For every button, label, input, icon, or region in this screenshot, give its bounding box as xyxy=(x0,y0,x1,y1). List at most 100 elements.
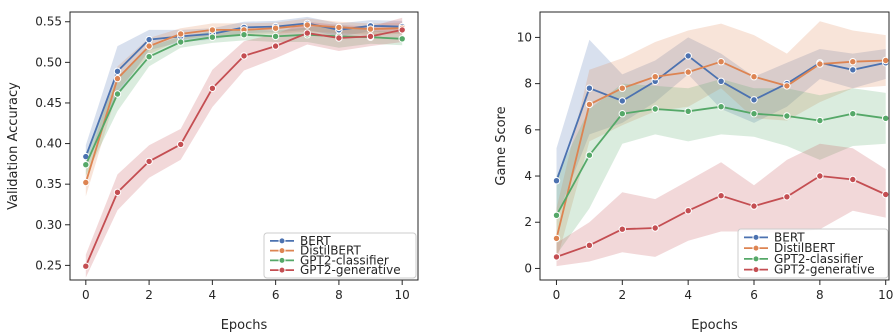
data-point xyxy=(816,116,824,125)
legend-swatch-marker xyxy=(752,255,760,263)
x-tick-label: 8 xyxy=(816,288,824,302)
data-point xyxy=(145,157,153,166)
y-tick-label: 4 xyxy=(524,169,532,183)
data-point xyxy=(849,66,857,74)
legend-entry: GPT2-generative xyxy=(774,263,875,277)
data-point xyxy=(618,97,626,105)
data-point xyxy=(684,107,692,116)
legend-entry: GPT2-generative xyxy=(300,263,401,277)
x-tick-label: 6 xyxy=(750,288,758,302)
plot-frame xyxy=(69,11,419,281)
data-point xyxy=(208,33,217,41)
data-point xyxy=(783,193,791,201)
legend-box xyxy=(737,228,889,279)
data-point xyxy=(552,253,561,261)
data-point xyxy=(335,23,343,32)
plot-frame xyxy=(539,11,890,281)
y-tick-label: 0 xyxy=(524,261,532,275)
data-point xyxy=(816,172,824,180)
data-point xyxy=(882,190,890,199)
data-point xyxy=(882,114,890,123)
y-tick-label: 0.25 xyxy=(35,258,62,272)
x-tick-label: 8 xyxy=(335,288,343,302)
data-point xyxy=(208,26,217,34)
y-tick-label: 8 xyxy=(524,77,532,91)
data-point xyxy=(717,77,725,86)
confidence-band-4 xyxy=(556,143,886,267)
data-point xyxy=(618,84,626,92)
x-axis-label: Epochs xyxy=(221,318,268,333)
data-point xyxy=(113,74,122,83)
data-point xyxy=(849,110,857,118)
data-point xyxy=(113,188,122,197)
legend-entry: BERT xyxy=(774,230,805,244)
y-axis-label: Game Score xyxy=(494,106,509,185)
y-tick-label: 0.40 xyxy=(35,137,62,151)
data-point xyxy=(177,140,185,149)
legend-swatch-marker xyxy=(752,266,760,274)
data-point xyxy=(585,84,594,92)
data-point xyxy=(717,103,725,111)
data-point xyxy=(303,29,311,37)
data-point xyxy=(717,58,725,66)
y-tick-label: 0.55 xyxy=(35,15,62,29)
data-point xyxy=(618,110,626,118)
legend-swatch-marker xyxy=(278,266,286,274)
y-axis-label: Validation Accuracy xyxy=(6,82,21,210)
legend-entry: DistilBERT xyxy=(300,244,361,258)
legend-box xyxy=(263,232,417,279)
data-point xyxy=(240,31,248,39)
data-point xyxy=(552,211,561,220)
data-point xyxy=(849,58,857,66)
data-point xyxy=(145,35,153,44)
data-point xyxy=(684,52,692,60)
data-point xyxy=(366,25,375,33)
x-tick-label: 2 xyxy=(618,288,626,302)
x-tick-label: 10 xyxy=(395,288,410,302)
x-tick-label: 6 xyxy=(272,288,280,302)
data-point xyxy=(335,34,343,42)
confidence-band-4 xyxy=(85,17,403,278)
data-point xyxy=(750,96,758,104)
legend-swatch-marker xyxy=(752,244,760,252)
data-point xyxy=(145,42,153,50)
data-point xyxy=(82,161,90,169)
data-point xyxy=(684,207,692,215)
data-point xyxy=(271,42,280,50)
data-point xyxy=(849,175,857,184)
data-point xyxy=(398,35,406,43)
chart-panel-1: 0 2 4 6 8 10 0.25 0.30 0.35 0.40 0.45 0.50 0.55 Epoch… xyxy=(6,11,419,333)
data-point xyxy=(82,178,90,187)
data-point xyxy=(552,234,561,243)
legend-swatch-marker xyxy=(278,247,286,255)
data-point xyxy=(750,202,758,210)
data-point xyxy=(651,73,659,81)
y-tick-label: 0.35 xyxy=(35,177,62,191)
data-point xyxy=(177,30,185,38)
confidence-band-2 xyxy=(556,21,886,262)
data-point xyxy=(585,241,594,250)
legend-swatch-marker xyxy=(278,256,286,264)
x-tick-label: 10 xyxy=(878,288,893,302)
data-point xyxy=(882,56,890,65)
x-tick-label: 4 xyxy=(684,288,692,302)
data-point xyxy=(240,52,248,60)
legend-entry: DistilBERT xyxy=(774,241,835,255)
y-tick-label: 2 xyxy=(524,215,532,229)
data-point xyxy=(651,105,659,113)
legend-entry: GPT2-classifier xyxy=(300,253,389,267)
data-point xyxy=(177,38,185,46)
legend-swatch-marker xyxy=(752,233,760,241)
data-point xyxy=(783,82,791,90)
data-point xyxy=(271,32,280,41)
data-point xyxy=(145,53,153,61)
legend-swatch-marker xyxy=(278,237,286,245)
data-point xyxy=(618,225,626,233)
y-tick-label: 10 xyxy=(517,30,532,44)
data-point xyxy=(271,24,280,32)
x-tick-label: 0 xyxy=(82,288,90,302)
x-tick-label: 4 xyxy=(209,288,217,302)
data-point xyxy=(750,73,758,81)
